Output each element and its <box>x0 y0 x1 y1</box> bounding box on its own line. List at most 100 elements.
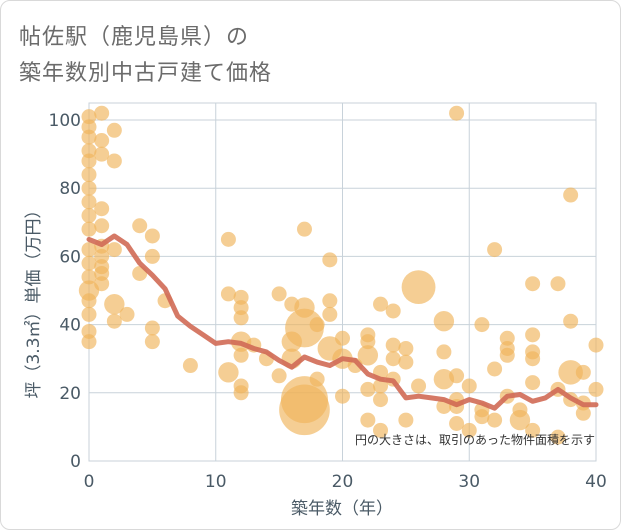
average-price-line <box>86 233 599 411</box>
data-bubble <box>525 276 541 292</box>
y-tick-label: 100 <box>49 111 81 131</box>
data-bubble <box>487 242 503 258</box>
data-bubble <box>322 306 338 322</box>
y-tick-label: 40 <box>59 316 81 336</box>
data-bubble <box>144 334 160 350</box>
data-bubble <box>81 255 97 271</box>
data-bubble <box>233 385 249 401</box>
x-tick-label: 30 <box>458 472 480 492</box>
data-bubble <box>322 252 338 268</box>
data-bubble <box>81 334 97 350</box>
data-bubble <box>385 351 401 367</box>
x-tick-label: 10 <box>205 472 227 492</box>
data-bubble <box>81 306 97 322</box>
data-bubble <box>588 381 604 397</box>
x-axis-label: 築年数（年） <box>291 499 393 519</box>
data-bubble <box>499 347 515 363</box>
data-bubble <box>233 347 249 363</box>
data-bubble <box>525 327 541 343</box>
data-bubble <box>119 306 135 322</box>
data-bubble <box>525 422 541 438</box>
data-bubble <box>144 228 160 244</box>
data-bubble <box>81 293 97 309</box>
size-annotation: 円の大きさは、取引のあった物件面積を示す <box>355 432 595 447</box>
y-tick-label: 20 <box>59 384 81 404</box>
data-bubble <box>360 334 376 350</box>
data-bubble <box>144 248 160 264</box>
data-bubble <box>81 167 97 183</box>
data-bubble <box>104 293 125 315</box>
data-bubble <box>322 293 338 309</box>
data-bubble <box>233 310 249 326</box>
data-bubble <box>280 376 328 424</box>
data-bubble <box>398 412 414 428</box>
data-bubble <box>106 122 122 138</box>
data-bubble <box>220 286 236 302</box>
data-bubble <box>281 331 302 352</box>
data-bubble <box>449 415 465 431</box>
data-bubble <box>94 146 110 162</box>
data-bubble <box>575 364 591 380</box>
average-line-layer <box>86 233 599 411</box>
data-bubble <box>474 317 490 333</box>
data-bubble <box>132 218 148 234</box>
data-bubble <box>461 422 477 438</box>
data-bubble <box>81 208 97 224</box>
data-bubble <box>550 276 566 292</box>
data-bubble <box>461 378 477 394</box>
data-bubble <box>296 221 312 237</box>
data-bubble <box>81 129 97 145</box>
data-bubble <box>335 388 350 404</box>
data-bubble <box>81 242 97 258</box>
data-bubble <box>525 375 541 391</box>
data-bubble <box>309 317 325 333</box>
data-bubble <box>81 153 97 169</box>
y-tick-label: 80 <box>59 179 81 199</box>
data-bubble <box>284 296 300 312</box>
data-bubble <box>182 358 198 374</box>
data-bubble <box>550 429 566 445</box>
data-bubble <box>81 180 97 196</box>
data-bubble <box>373 392 389 408</box>
data-bubble <box>360 412 376 428</box>
data-bubble <box>81 194 97 210</box>
data-bubble <box>309 371 325 387</box>
data-bubble <box>94 276 110 292</box>
data-bubble <box>512 402 528 418</box>
data-bubble <box>294 297 315 318</box>
data-bubble <box>433 311 455 332</box>
data-bubble <box>558 360 583 385</box>
data-bubble <box>94 133 110 149</box>
data-bubble <box>94 218 110 234</box>
x-tick-label: 40 <box>585 472 607 492</box>
data-bubble <box>220 231 236 247</box>
data-bubble <box>575 405 591 421</box>
y-axis-label: 坪（3.3㎡）単価（万円） <box>24 201 44 398</box>
data-bubble <box>487 361 503 377</box>
chart-title-line-2: 築年数別中古戸建て価格 <box>19 61 273 86</box>
data-bubble <box>487 412 503 428</box>
data-bubble <box>525 351 541 367</box>
data-bubble <box>106 153 122 169</box>
data-bubble <box>398 340 414 356</box>
data-bubble <box>563 313 579 329</box>
data-bubble <box>474 409 490 425</box>
data-bubble <box>385 337 401 353</box>
data-bubble <box>449 105 465 121</box>
data-bubble <box>588 337 604 353</box>
data-bubble <box>106 313 122 329</box>
data-bubble <box>81 269 97 285</box>
data-bubble <box>106 242 122 258</box>
data-bubble <box>94 105 110 121</box>
data-bubble <box>360 381 376 397</box>
data-bubble <box>81 221 97 237</box>
data-bubble <box>357 345 379 366</box>
data-bubble <box>385 303 401 319</box>
data-bubble <box>271 368 287 384</box>
bubble-layer <box>78 105 604 445</box>
data-bubble <box>144 320 160 336</box>
data-bubble <box>271 286 287 302</box>
data-bubble <box>398 354 414 370</box>
